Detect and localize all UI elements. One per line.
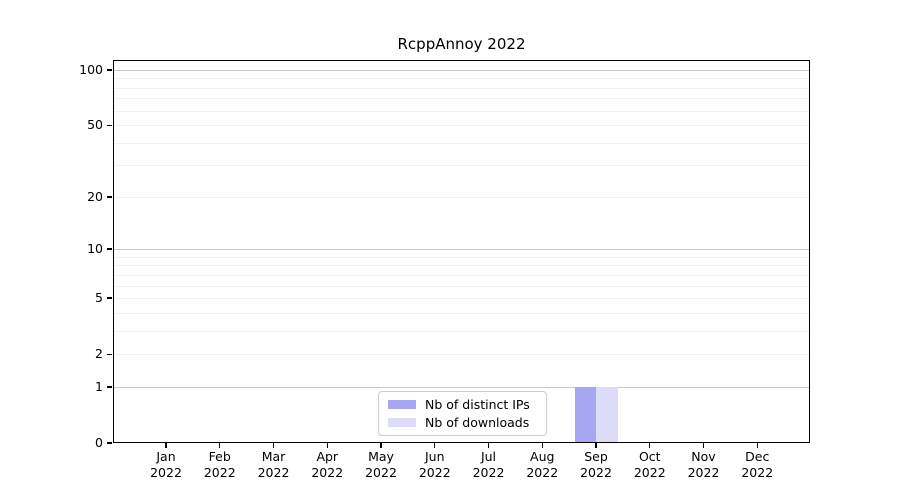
x-axis-tick bbox=[326, 443, 328, 448]
x-axis-tick bbox=[649, 443, 651, 448]
legend-item-downloads: Nb of downloads bbox=[388, 415, 546, 430]
x-axis-tick-label: Aug 2022 bbox=[526, 449, 559, 480]
y-axis-tick bbox=[107, 386, 112, 388]
legend-swatch-downloads bbox=[388, 418, 416, 427]
y-axis-tick-label: 1 bbox=[95, 378, 103, 394]
x-axis-tick-label: Dec 2022 bbox=[741, 449, 774, 480]
legend-label-downloads: Nb of downloads bbox=[425, 415, 530, 430]
gridline-minor bbox=[113, 165, 810, 167]
y-axis-tick bbox=[107, 442, 112, 444]
gridline-minor bbox=[113, 78, 810, 80]
legend: Nb of distinct IPs Nb of downloads bbox=[378, 391, 547, 436]
bar-distinct-ips bbox=[574, 386, 596, 443]
x-axis-tick-label: Mar 2022 bbox=[257, 449, 290, 480]
gridline-minor bbox=[113, 256, 810, 258]
gridline-minor bbox=[113, 196, 810, 198]
bar-downloads bbox=[596, 386, 618, 443]
gridline-minor bbox=[113, 265, 810, 267]
x-axis-tick bbox=[487, 443, 490, 448]
gridline-minor bbox=[113, 298, 810, 300]
x-axis-tick bbox=[595, 443, 597, 448]
x-axis-tick-label: Apr 2022 bbox=[311, 449, 344, 480]
gridline-minor bbox=[113, 125, 810, 127]
y-axis-tick-label: 10 bbox=[87, 241, 103, 257]
legend-label-distinct-ips: Nb of distinct IPs bbox=[425, 397, 530, 412]
y-axis-tick bbox=[107, 297, 112, 299]
y-axis-tick bbox=[107, 69, 112, 71]
x-axis-tick-label: Oct 2022 bbox=[633, 449, 666, 480]
gridline-major bbox=[113, 70, 810, 71]
x-axis-tick bbox=[541, 443, 543, 448]
x-axis-tick bbox=[165, 443, 167, 448]
x-axis-tick bbox=[434, 443, 436, 448]
x-axis-tick bbox=[219, 443, 221, 448]
gridline-minor bbox=[113, 285, 810, 287]
x-axis-tick-label: Jul 2022 bbox=[472, 449, 505, 480]
y-axis-tick-label: 20 bbox=[87, 188, 103, 204]
gridline-minor bbox=[113, 330, 810, 332]
x-axis-tick-label: Feb 2022 bbox=[203, 449, 236, 480]
legend-item-distinct-ips: Nb of distinct IPs bbox=[388, 397, 546, 412]
y-axis-tick bbox=[107, 196, 112, 198]
y-axis-tick bbox=[107, 124, 112, 126]
gridline-major bbox=[113, 386, 810, 388]
y-axis-tick bbox=[107, 353, 112, 355]
y-axis-tick bbox=[107, 248, 112, 250]
gridline-minor bbox=[113, 87, 810, 89]
x-axis-tick-label: Jan 2022 bbox=[150, 449, 182, 480]
x-axis-tick bbox=[272, 443, 275, 448]
y-axis-tick-label: 0 bbox=[95, 435, 103, 450]
x-axis-tick-label: Jun 2022 bbox=[418, 449, 451, 480]
y-axis-tick-label: 100 bbox=[79, 62, 103, 77]
y-axis-tick-label: 5 bbox=[95, 290, 103, 306]
gridline-minor bbox=[113, 110, 810, 112]
x-axis-tick-label: Nov 2022 bbox=[687, 449, 720, 480]
gridline-minor bbox=[113, 98, 810, 100]
legend-swatch-distinct-ips bbox=[388, 400, 416, 409]
gridline-major bbox=[113, 249, 810, 251]
chart-title: RcppAnnoy 2022 bbox=[397, 35, 526, 53]
x-axis-tick bbox=[702, 443, 705, 448]
gridline-minor bbox=[113, 312, 810, 314]
x-axis-tick-label: May 2022 bbox=[365, 449, 397, 480]
y-axis-tick-label: 2 bbox=[95, 346, 103, 362]
gridline-minor bbox=[113, 274, 810, 276]
gridline-minor bbox=[113, 142, 810, 144]
y-axis-tick-label: 50 bbox=[87, 117, 103, 133]
x-axis-tick bbox=[380, 443, 382, 448]
plot-area bbox=[113, 60, 810, 443]
x-axis-tick bbox=[756, 443, 758, 448]
gridline-minor bbox=[113, 354, 810, 356]
x-axis-tick-label: Sep 2022 bbox=[580, 449, 612, 480]
